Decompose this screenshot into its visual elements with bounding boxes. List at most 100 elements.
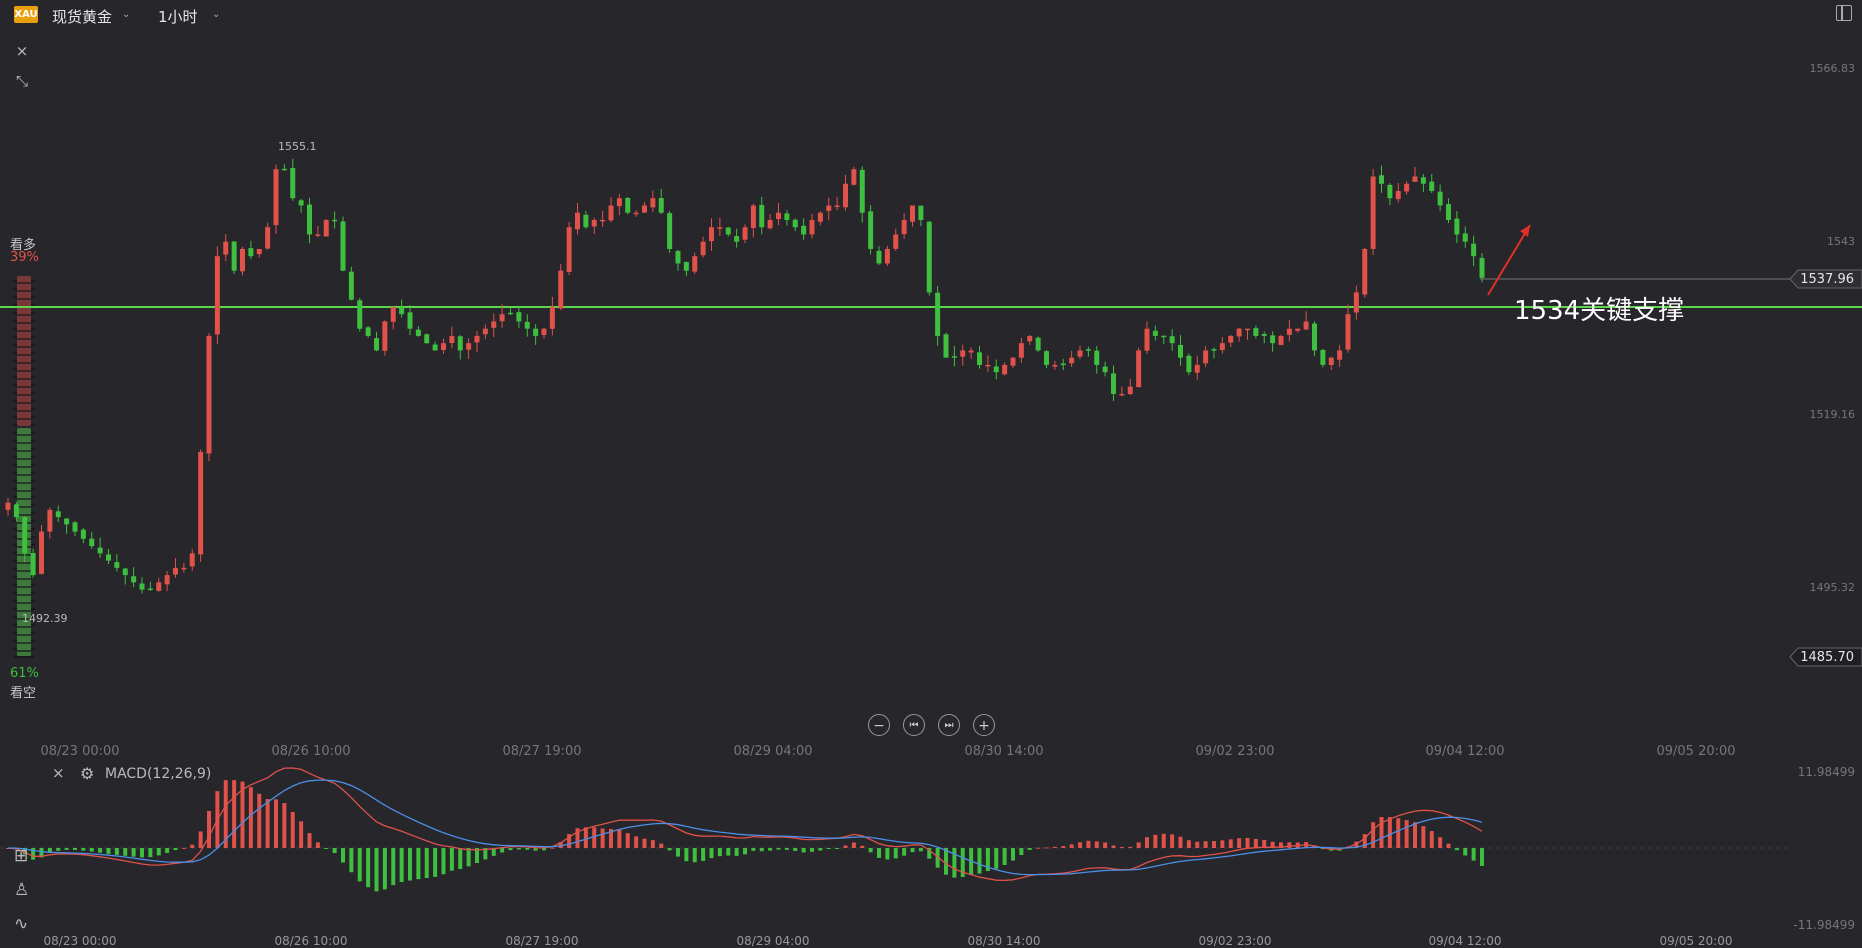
- macd-bar: [625, 833, 630, 848]
- macd-bar: [148, 848, 153, 858]
- macd-bar: [1270, 841, 1275, 848]
- candle-body: [1144, 328, 1150, 351]
- macd-bar: [1094, 841, 1099, 848]
- macd-bar: [743, 848, 747, 855]
- macd-bar: [960, 848, 965, 877]
- candle-body: [1018, 343, 1024, 358]
- trend-arrow-head: [1520, 225, 1530, 237]
- symbol-chevron-down-icon[interactable]: ⌄: [122, 9, 131, 20]
- time-tick-label: 09/05 20:00: [1660, 934, 1733, 948]
- indicator-chart-icon[interactable]: ⊞: [14, 846, 29, 866]
- draw-tool-icon[interactable]: ♙: [14, 880, 30, 900]
- candle-body: [977, 352, 982, 365]
- macd-bar: [985, 848, 990, 872]
- scroll-end-button[interactable]: ⏭: [938, 714, 960, 736]
- macd-bar: [1111, 845, 1116, 848]
- candle-body: [1328, 357, 1334, 366]
- candle-body: [449, 335, 455, 344]
- candle-body: [876, 250, 882, 264]
- macd-bar: [810, 848, 814, 852]
- candles-group: [5, 158, 1485, 594]
- candle-body: [633, 212, 639, 215]
- macd-bar: [659, 843, 664, 848]
- zoom-out-button[interactable]: −: [868, 714, 890, 736]
- candle-body: [717, 227, 723, 229]
- macd-bar: [1396, 818, 1401, 848]
- current-price-label: 1537.96: [1800, 272, 1854, 287]
- macd-settings-gear-icon[interactable]: ⚙: [80, 764, 95, 783]
- macd-bar: [508, 848, 513, 851]
- time-tick-label: 09/02 23:00: [1199, 934, 1272, 948]
- macd-bar: [1379, 816, 1384, 848]
- candle-body: [1236, 328, 1242, 337]
- macd-bar: [491, 848, 496, 856]
- candle-body: [1219, 343, 1225, 351]
- macd-bar: [1153, 834, 1158, 848]
- macd-bar: [994, 848, 999, 869]
- candle-body: [1010, 357, 1016, 366]
- scroll-start-button[interactable]: ⏮: [903, 714, 925, 736]
- macd-bar: [408, 848, 412, 881]
- macd-bar: [324, 848, 329, 849]
- candle-body: [700, 241, 706, 256]
- macd-bar: [1228, 839, 1233, 848]
- macd-bar: [1404, 820, 1409, 848]
- candle-body: [1002, 364, 1008, 375]
- top-bar: XAU 现货黄金 ⌄ 1小时 ⌄: [0, 0, 1862, 30]
- candle-body: [1102, 366, 1108, 373]
- candle-body: [122, 568, 128, 576]
- candle-body: [1278, 335, 1284, 345]
- macd-bar: [1245, 837, 1250, 848]
- candle-body: [248, 248, 254, 257]
- zoom-in-button[interactable]: +: [973, 714, 995, 736]
- macd-bar: [634, 836, 639, 848]
- macd-bar: [1337, 848, 1342, 851]
- time-tick-label: 08/30 14:00: [964, 744, 1043, 759]
- macd-bar: [877, 848, 881, 858]
- macd-bar: [349, 848, 354, 873]
- candle-body: [206, 335, 212, 454]
- candle-body: [683, 261, 689, 271]
- candle-body: [290, 167, 296, 199]
- candle-body: [340, 221, 346, 271]
- time-tick-label: 09/04 12:00: [1425, 744, 1504, 759]
- candle-body: [1462, 233, 1468, 242]
- candle-body: [307, 204, 312, 235]
- macd-bar: [592, 827, 597, 848]
- candle-body: [1429, 181, 1435, 191]
- macd-bar: [89, 848, 94, 852]
- time-tick-label: 08/23 00:00: [40, 744, 119, 759]
- macd-bar: [1203, 841, 1208, 848]
- layout-toggle-icon[interactable]: [1836, 5, 1852, 21]
- close-icon[interactable]: ×: [15, 42, 29, 60]
- candle-body: [64, 518, 70, 525]
- macd-bar: [1119, 847, 1124, 849]
- wave-tool-icon[interactable]: ∿: [14, 914, 29, 934]
- period-chevron-down-icon[interactable]: ⌄: [212, 9, 221, 20]
- candle-body: [1387, 184, 1393, 199]
- macd-bar: [650, 840, 655, 848]
- macd-bar: [1371, 822, 1376, 848]
- macd-close-icon[interactable]: ×: [52, 764, 65, 782]
- macd-bar: [701, 848, 706, 861]
- macd-bar: [1170, 834, 1175, 848]
- candle-body: [1094, 350, 1100, 365]
- candle-body: [1362, 248, 1368, 295]
- collapse-icon[interactable]: ⤡: [15, 72, 28, 90]
- candle-body: [466, 343, 472, 350]
- candle-body: [198, 451, 204, 555]
- bear-meter-bar: [17, 428, 31, 656]
- macd-bar: [575, 828, 580, 848]
- candle-body: [968, 350, 974, 353]
- price-tick-0: 1566.83: [1810, 62, 1856, 75]
- macd-bar: [1471, 848, 1476, 861]
- macd-bar: [1253, 838, 1258, 848]
- macd-bar: [533, 848, 538, 851]
- candle-body: [709, 227, 714, 242]
- macd-bar: [1078, 842, 1082, 848]
- candle-body: [365, 327, 371, 336]
- period-selector[interactable]: 1小时: [158, 8, 198, 26]
- symbol-selector[interactable]: 现货黄金: [52, 8, 113, 26]
- candle-body: [625, 197, 631, 213]
